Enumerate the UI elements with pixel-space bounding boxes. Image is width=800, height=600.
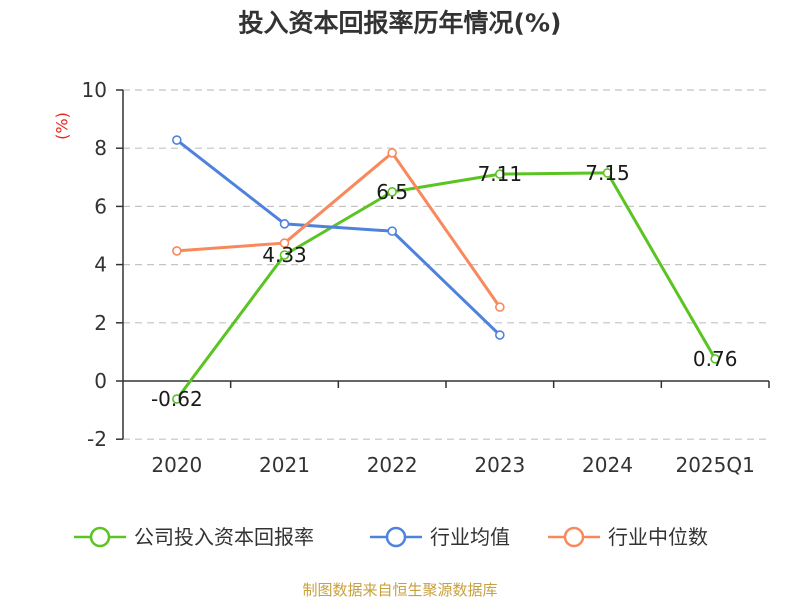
x-tick-label: 2022 xyxy=(367,453,418,477)
data-point xyxy=(602,168,613,178)
legend-marker xyxy=(563,526,585,548)
data-point xyxy=(172,135,182,145)
data-point xyxy=(495,169,505,179)
data-point xyxy=(495,330,505,340)
y-axis-name: (%) xyxy=(53,112,72,140)
legend-label: 行业均值 xyxy=(430,525,510,549)
data-label: 4.33 xyxy=(262,243,307,267)
series-line xyxy=(175,138,501,337)
x-tick-label: 2025Q1 xyxy=(675,453,754,477)
y-tick-label: 10 xyxy=(82,78,107,102)
data-point xyxy=(172,246,182,256)
data-point xyxy=(279,250,290,260)
data-label: 0.76 xyxy=(693,347,738,371)
source-note: 制图数据来自恒生聚源数据库 xyxy=(302,581,497,599)
y-axis: -2 0 2 4 6 8 10 xyxy=(82,78,124,451)
series-industry-mean xyxy=(172,135,505,340)
legend-marker xyxy=(89,526,111,548)
legend-item-industry-median[interactable]: 行业中位数 xyxy=(548,525,708,549)
data-label: 7.15 xyxy=(585,161,630,185)
series-industry-median xyxy=(172,148,505,312)
legend-marker xyxy=(385,526,407,548)
legend-item-company-roic[interactable]: 公司投入资本回报率 xyxy=(74,525,314,549)
y-tick-label: 8 xyxy=(94,136,107,160)
data-labels: -0.62 4.33 6.5 7.11 7.15 0.76 xyxy=(151,161,737,411)
x-tick-label: 2023 xyxy=(474,453,525,477)
series-company-roic xyxy=(172,168,720,404)
data-point xyxy=(387,187,397,197)
y-tick-label: 0 xyxy=(94,369,107,393)
x-axis: 2020 2021 2022 2023 2024 2025Q1 xyxy=(123,380,770,477)
series-layer xyxy=(172,135,720,404)
data-point xyxy=(710,354,720,364)
x-tick-label: 2020 xyxy=(151,453,202,477)
data-point xyxy=(387,226,397,236)
data-label: 7.11 xyxy=(478,162,523,186)
data-point xyxy=(495,302,505,312)
y-tick-label: 4 xyxy=(94,253,107,277)
x-tick-label: 2024 xyxy=(582,453,633,477)
y-tick-label: 6 xyxy=(94,194,107,218)
legend: 公司投入资本回报率 行业均值 行业中位数 xyxy=(74,525,708,549)
data-point xyxy=(387,148,397,158)
data-point xyxy=(279,219,290,229)
chart-title: 投入资本回报率历年情况(%) xyxy=(239,9,562,38)
y-tick-label: 2 xyxy=(94,311,107,335)
series-line xyxy=(175,171,717,400)
data-point xyxy=(279,238,290,248)
y-tick-label: -2 xyxy=(87,427,107,451)
data-label: -0.62 xyxy=(151,387,203,411)
data-point xyxy=(172,394,182,404)
data-label: 6.5 xyxy=(376,180,408,204)
legend-label: 公司投入资本回报率 xyxy=(134,525,314,549)
legend-item-industry-mean[interactable]: 行业均值 xyxy=(370,525,510,549)
x-tick-label: 2021 xyxy=(259,453,310,477)
legend-label: 行业中位数 xyxy=(608,525,708,549)
series-line xyxy=(176,151,502,308)
